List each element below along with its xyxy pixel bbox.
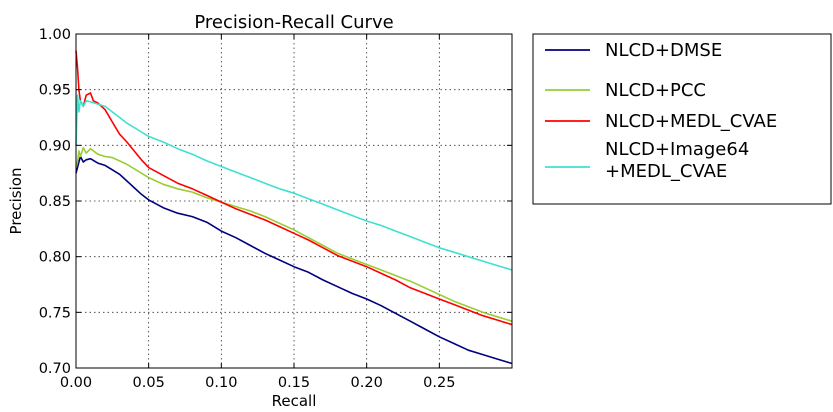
legend-label-3: NLCD+Image64 +MEDL_CVAE xyxy=(605,139,749,182)
legend-label-line: NLCD+PCC xyxy=(605,80,706,101)
x-tick-label: 0.15 xyxy=(278,375,310,391)
legend-items: NLCD+DMSE NLCD+PCC NLCD+MEDL_CVAE NLCD+Imag… xyxy=(545,40,777,182)
chart-title: Precision-Recall Curve xyxy=(194,12,393,33)
y-tick-label: 0.75 xyxy=(39,305,71,321)
y-tick-label: 0.80 xyxy=(39,250,71,266)
y-tick-label: 0.85 xyxy=(39,194,71,210)
legend-label-1: NLCD+PCC xyxy=(605,80,706,101)
legend: NLCD+DMSE NLCD+PCC NLCD+MEDL_CVAE NLCD+Imag… xyxy=(532,33,832,205)
legend-frame xyxy=(532,33,832,205)
y-tick-label: 1.00 xyxy=(39,27,71,43)
legend-label-0: NLCD+DMSE xyxy=(605,40,722,61)
legend-label-line: NLCD+Image64 xyxy=(605,139,749,160)
y-tick-label: 0.90 xyxy=(39,138,71,154)
legend-label-line: NLCD+MEDL_CVAE xyxy=(605,111,777,132)
grid-lines xyxy=(76,34,512,368)
series-line-0 xyxy=(75,155,513,365)
x-tick-label: 0.00 xyxy=(60,375,92,391)
x-tick-label: 0.05 xyxy=(133,375,165,391)
x-axis-label: Recall xyxy=(272,392,317,410)
series-line-2 xyxy=(75,50,513,326)
x-tick-label: 0.25 xyxy=(423,375,455,391)
series-line-1 xyxy=(75,146,513,322)
legend-label-2: NLCD+MEDL_CVAE xyxy=(605,111,777,132)
x-tick-label: 0.10 xyxy=(205,375,237,391)
series-lines xyxy=(75,50,513,365)
axis-ticks: 0.00 0.05 0.10 0.15 0.20 0.25 0.70 0.75 0.80 0.85… xyxy=(39,27,512,391)
y-axis-label: Precision xyxy=(7,168,25,235)
y-tick-label: 0.95 xyxy=(39,83,71,99)
legend-label-line: NLCD+DMSE xyxy=(605,40,722,61)
legend-label-line: +MEDL_CVAE xyxy=(605,161,727,182)
y-tick-label: 0.70 xyxy=(39,361,71,377)
x-tick-label: 0.20 xyxy=(351,375,383,391)
series-line-3 xyxy=(75,94,513,271)
